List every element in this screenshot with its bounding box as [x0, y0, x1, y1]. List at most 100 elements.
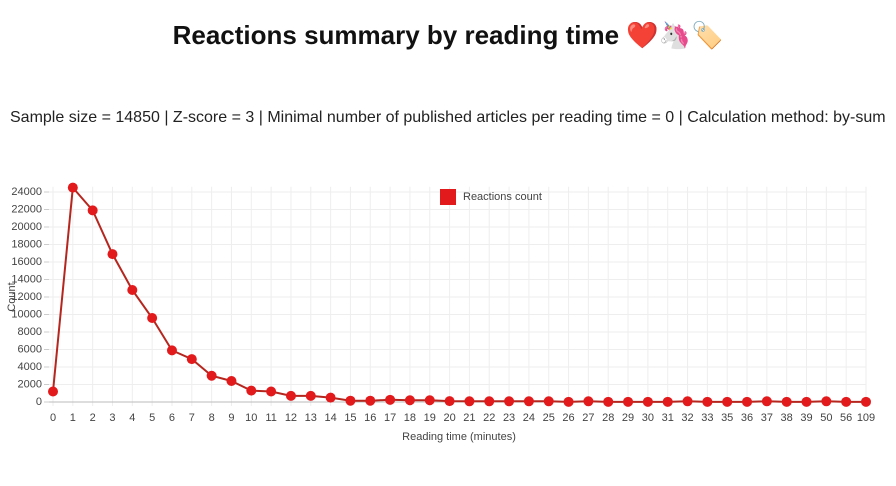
x-tick-label: 0 — [50, 412, 56, 424]
x-tick-label: 25 — [543, 412, 555, 424]
x-tick-label: 13 — [305, 412, 317, 424]
point — [523, 396, 534, 407]
point — [127, 285, 138, 295]
x-tick-label: 14 — [324, 412, 336, 424]
x-tick-label: 2 — [90, 412, 96, 424]
y-tick-label: 10000 — [11, 308, 42, 320]
x-tick-label: 24 — [523, 412, 535, 424]
x-tick-label: 56 — [840, 412, 852, 424]
point — [682, 396, 693, 407]
x-tick-label: 28 — [602, 412, 614, 424]
y-tick-label: 22000 — [11, 203, 42, 215]
point — [761, 396, 772, 407]
x-tick-label: 27 — [582, 412, 594, 424]
point — [464, 396, 475, 407]
x-tick-label: 15 — [344, 412, 356, 424]
point — [504, 396, 515, 407]
x-tick-label: 12 — [285, 412, 297, 424]
point — [246, 385, 257, 396]
x-tick-label: 22 — [483, 412, 495, 424]
x-tick-label: 1 — [70, 412, 76, 424]
point — [48, 386, 58, 397]
point — [662, 396, 673, 407]
point — [841, 396, 852, 407]
x-tick-label: 19 — [424, 412, 436, 424]
point — [266, 386, 277, 397]
point — [603, 396, 614, 407]
chart-subtitle: Sample size = 14850 | Z-score = 3 | Mini… — [10, 109, 886, 126]
x-tick-label: 31 — [662, 412, 674, 424]
point — [87, 205, 98, 216]
point — [404, 395, 415, 406]
y-tick-label: 16000 — [11, 256, 42, 268]
x-tick-label: 37 — [761, 412, 773, 424]
point — [186, 354, 197, 365]
x-tick-label: 17 — [384, 412, 396, 424]
point — [484, 396, 495, 407]
x-tick-label: 5 — [149, 412, 155, 424]
point — [226, 376, 237, 386]
point — [305, 390, 316, 401]
y-axis-title: Count — [6, 282, 18, 311]
x-tick-label: 50 — [820, 412, 832, 424]
point — [623, 396, 634, 407]
point — [583, 396, 594, 407]
x-tick-label: 35 — [721, 412, 733, 424]
x-tick-label: 26 — [562, 412, 574, 424]
x-tick-label: 21 — [463, 412, 475, 424]
x-tick-label: 8 — [209, 412, 215, 424]
point — [107, 249, 118, 260]
x-tick-label: 32 — [681, 412, 693, 424]
x-tick-label: 7 — [189, 412, 195, 424]
x-tick-label: 10 — [245, 412, 257, 424]
y-tick-label: 4000 — [18, 361, 42, 373]
x-tick-label: 23 — [503, 412, 515, 424]
y-tick-label: 18000 — [11, 238, 42, 250]
point — [67, 182, 78, 193]
x-tick-label: 16 — [364, 412, 376, 424]
x-tick-label: 38 — [781, 412, 793, 424]
point — [563, 396, 574, 407]
y-tick-label: 12000 — [11, 291, 42, 303]
x-tick-label: 11 — [265, 412, 276, 424]
x-tick-label: 33 — [701, 412, 713, 424]
point — [285, 390, 296, 401]
point — [801, 396, 812, 407]
point — [424, 395, 435, 406]
point — [543, 396, 554, 407]
point — [722, 396, 733, 407]
point — [642, 396, 653, 407]
point — [702, 396, 713, 407]
y-tick-label: 6000 — [18, 343, 42, 355]
x-tick-label: 30 — [642, 412, 654, 424]
y-tick-label: 0 — [36, 396, 42, 408]
x-tick-label: 39 — [800, 412, 812, 424]
point — [742, 396, 753, 407]
y-tick-label: 14000 — [11, 273, 42, 285]
point — [385, 394, 396, 405]
x-axis-title: Reading time (minutes) — [402, 431, 516, 443]
chart-title: Reactions summary by reading time ❤️🦄🏷️ — [173, 20, 724, 50]
point — [166, 345, 177, 356]
x-tick-label: 36 — [741, 412, 753, 424]
y-tick-label: 2000 — [18, 378, 42, 390]
point — [821, 396, 832, 407]
point — [365, 395, 376, 406]
point — [444, 396, 455, 407]
point — [147, 313, 158, 323]
series-line — [52, 185, 866, 403]
point — [781, 396, 792, 407]
y-tick-label: 24000 — [11, 186, 42, 198]
x-tick-label: 9 — [228, 412, 234, 424]
y-tick-label: 20000 — [11, 221, 42, 233]
x-tick-label: 109 — [857, 412, 875, 424]
x-tick-label: 20 — [443, 412, 455, 424]
x-tick-label: 3 — [109, 412, 115, 424]
x-tick-label: 29 — [622, 412, 634, 424]
point — [325, 392, 336, 403]
point — [345, 395, 356, 406]
x-tick-label: 4 — [129, 412, 135, 424]
x-tick-label: 18 — [404, 412, 416, 424]
legend-swatch — [440, 189, 456, 205]
